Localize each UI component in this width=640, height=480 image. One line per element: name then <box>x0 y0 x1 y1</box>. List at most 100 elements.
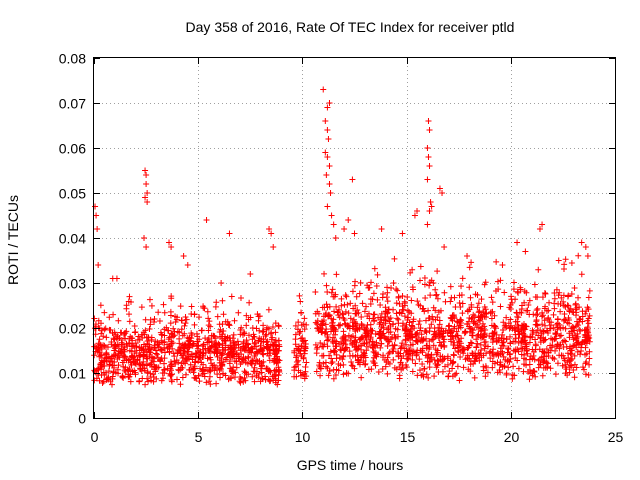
data-point <box>328 289 335 296</box>
data-point <box>436 185 443 192</box>
data-point <box>230 370 237 377</box>
data-point <box>345 310 352 317</box>
data-point <box>169 331 176 338</box>
data-point <box>571 284 578 291</box>
data-point <box>149 354 156 361</box>
data-point <box>377 334 384 341</box>
data-point <box>525 301 532 308</box>
data-point <box>374 271 381 278</box>
data-point <box>358 313 365 320</box>
data-point <box>109 330 116 337</box>
data-point <box>445 373 452 380</box>
data-point <box>468 316 475 323</box>
data-point <box>432 360 439 367</box>
data-point <box>194 333 201 340</box>
data-point <box>456 342 463 349</box>
data-point <box>484 369 491 376</box>
data-point <box>414 329 421 336</box>
data-point <box>507 355 514 362</box>
data-point <box>120 374 127 381</box>
data-point <box>141 365 148 372</box>
data-point <box>430 304 437 311</box>
data-point <box>505 345 512 352</box>
data-point <box>357 279 364 286</box>
data-point <box>393 310 400 317</box>
data-point <box>426 364 433 371</box>
data-point <box>168 330 175 337</box>
data-point <box>179 355 186 362</box>
data-point <box>313 350 320 357</box>
data-point <box>562 370 569 377</box>
data-point <box>575 294 582 301</box>
data-point <box>517 286 524 293</box>
data-point <box>209 364 216 371</box>
data-point <box>401 313 408 320</box>
data-point <box>333 366 340 373</box>
y-tick-label: 0.04 <box>59 231 86 247</box>
data-point <box>219 351 226 358</box>
data-point <box>562 256 569 263</box>
data-point <box>154 341 161 348</box>
data-point <box>410 286 417 293</box>
data-point <box>228 344 235 351</box>
data-point <box>388 284 395 291</box>
data-point <box>272 379 279 386</box>
data-point <box>204 308 211 315</box>
data-point <box>141 235 148 241</box>
data-point <box>480 367 487 374</box>
data-point <box>205 315 212 322</box>
data-point <box>129 368 136 375</box>
data-point <box>459 310 466 317</box>
data-point <box>363 337 370 344</box>
data-point <box>319 318 326 325</box>
data-point <box>370 348 377 355</box>
data-point <box>535 364 542 371</box>
data-point <box>437 331 444 338</box>
data-point <box>575 252 582 259</box>
data-point <box>242 369 249 376</box>
data-point <box>101 371 108 378</box>
data-point <box>426 338 433 345</box>
data-point <box>474 340 481 347</box>
data-point <box>422 317 429 324</box>
data-point <box>412 337 419 344</box>
data-point <box>161 366 168 373</box>
data-point <box>570 366 577 373</box>
data-point <box>205 322 212 329</box>
data-point <box>368 279 375 286</box>
data-point <box>518 345 525 352</box>
data-point <box>195 358 202 365</box>
data-point <box>114 341 121 348</box>
data-point <box>233 358 240 365</box>
data-point <box>378 316 385 323</box>
data-point <box>374 296 381 303</box>
data-point <box>301 350 308 357</box>
data-point <box>340 328 347 335</box>
data-point <box>199 352 206 359</box>
data-point <box>323 172 330 178</box>
data-point <box>565 317 572 324</box>
data-point <box>249 324 256 331</box>
data-point <box>145 378 152 385</box>
data-point <box>329 359 336 366</box>
data-point <box>133 361 140 368</box>
data-point <box>395 320 402 327</box>
data-point <box>466 284 473 291</box>
data-point <box>547 325 554 332</box>
data-point <box>391 331 398 338</box>
data-point <box>568 259 575 266</box>
data-point <box>482 326 489 333</box>
data-point <box>480 308 487 315</box>
data-point <box>522 323 529 330</box>
data-point <box>464 253 471 259</box>
data-point <box>371 318 378 325</box>
data-point <box>97 360 104 367</box>
data-point <box>361 308 368 315</box>
data-point <box>468 340 475 347</box>
data-point <box>220 370 227 377</box>
data-point <box>320 86 327 93</box>
data-point <box>481 345 488 352</box>
data-point <box>249 373 256 380</box>
data-point <box>413 330 420 337</box>
data-point <box>126 293 133 300</box>
